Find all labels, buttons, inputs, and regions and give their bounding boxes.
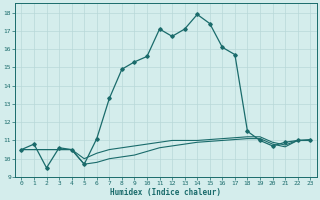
X-axis label: Humidex (Indice chaleur): Humidex (Indice chaleur) [110, 188, 221, 197]
